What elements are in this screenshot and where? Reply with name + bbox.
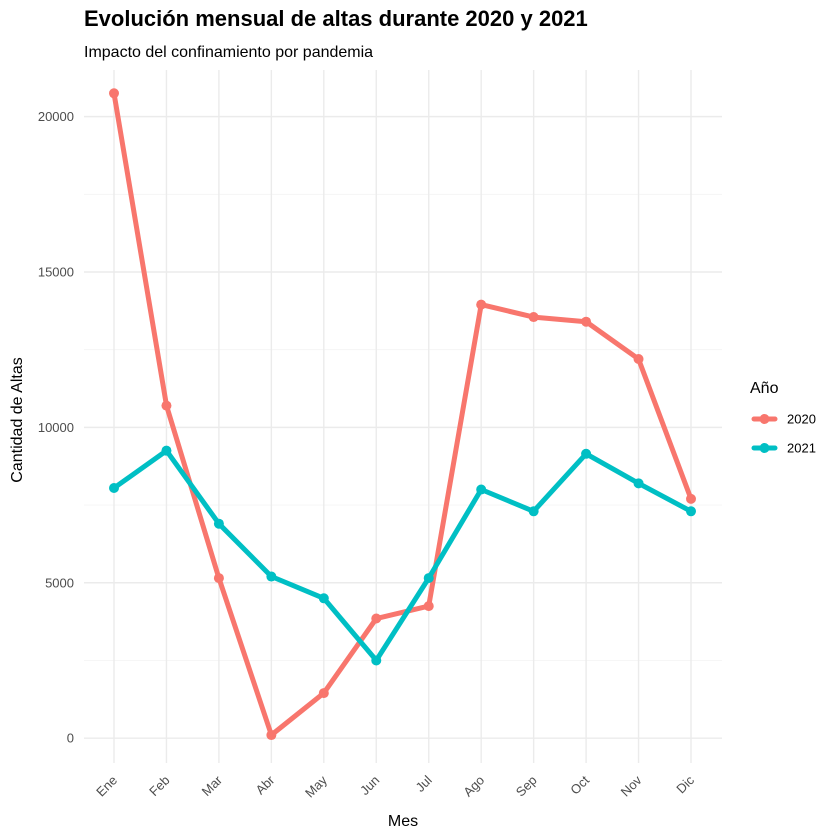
y-tick-label: 5000	[45, 575, 74, 590]
data-point	[633, 478, 644, 489]
legend-label: 2021	[787, 441, 816, 456]
data-point	[371, 655, 382, 666]
data-point	[161, 445, 172, 456]
data-point	[213, 518, 224, 529]
x-axis-ticks: Ene Feb Mar Abr May Jun Jul Ago Sep Oct Nov Dic	[93, 772, 697, 800]
series-line	[111, 448, 694, 663]
data-point	[266, 571, 277, 582]
grid	[84, 70, 722, 763]
series-2020	[109, 88, 696, 741]
x-tick-label: Oct	[567, 772, 592, 797]
data-point	[686, 506, 696, 517]
data-point	[371, 613, 382, 624]
data-point	[109, 88, 119, 99]
y-tick-label: 0	[67, 731, 74, 746]
x-tick-label: Feb	[146, 773, 172, 799]
data-point	[581, 448, 592, 459]
x-tick-label: Jul	[412, 772, 434, 794]
data-point	[423, 601, 434, 612]
y-tick-label: 20000	[38, 109, 74, 124]
data-point	[318, 688, 329, 699]
legend-items: 2020 2021	[751, 412, 816, 456]
data-point	[581, 316, 592, 327]
legend-point-key	[759, 443, 770, 453]
x-tick-label: Dic	[673, 772, 697, 796]
y-tick-label: 10000	[38, 420, 74, 435]
x-tick-label: Mar	[199, 772, 226, 799]
legend: Año 2020 2021	[750, 380, 816, 456]
data-point	[476, 484, 487, 495]
y-tick-label: 15000	[38, 264, 74, 279]
data-point	[423, 573, 434, 584]
data-point	[633, 354, 644, 365]
legend-item: 2021	[751, 441, 816, 456]
x-tick-label: Jun	[357, 773, 382, 798]
x-tick-label: Abr	[253, 772, 278, 797]
data-point	[528, 312, 539, 323]
series-2021	[109, 445, 696, 666]
x-tick-label: May	[302, 772, 330, 800]
legend-point-key	[759, 414, 770, 424]
chart-title: Evolución mensual de altas durante 2020 …	[84, 6, 588, 31]
x-tick-label: Ene	[93, 773, 120, 800]
y-axis-title: Cantidad de Altas	[9, 357, 26, 482]
x-axis-title: Mes	[388, 813, 418, 830]
chart-subtitle: Impacto del confinamiento por pandemia	[84, 44, 373, 61]
x-tick-label: Sep	[513, 773, 540, 800]
data-point	[318, 593, 329, 604]
data-point	[161, 400, 172, 411]
data-point	[528, 506, 539, 517]
y-axis-ticks: 0 5000 10000 15000 20000	[38, 109, 74, 746]
legend-title: Año	[750, 380, 779, 397]
data-point	[109, 482, 119, 493]
data-point	[476, 299, 487, 310]
series	[109, 88, 696, 741]
data-point	[213, 573, 224, 584]
x-tick-label: Ago	[460, 773, 487, 800]
series-line	[111, 90, 694, 738]
legend-item: 2020	[751, 412, 816, 427]
x-tick-label: Nov	[618, 772, 645, 799]
data-point	[686, 493, 696, 504]
data-point	[266, 730, 277, 741]
legend-label: 2020	[787, 412, 816, 427]
